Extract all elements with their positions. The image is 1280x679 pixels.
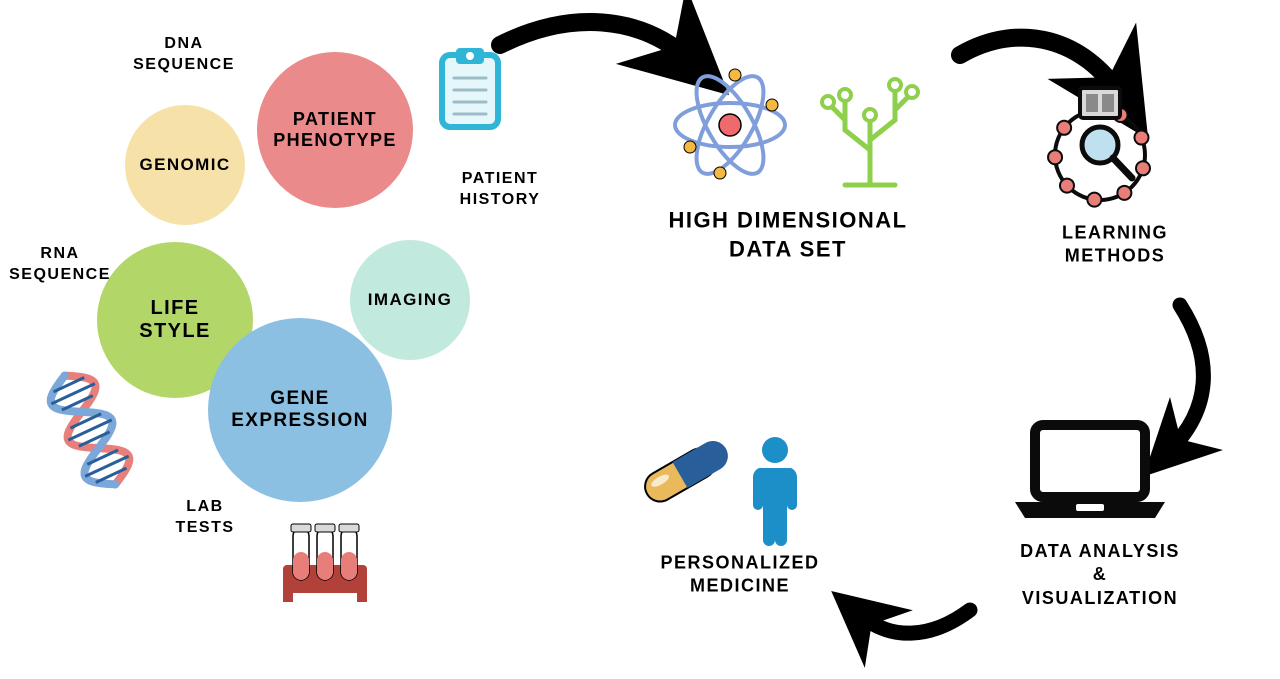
- clipboard-icon: [442, 48, 498, 127]
- flow-arrow: [1170, 305, 1203, 450]
- laptop-icon: [1015, 425, 1165, 518]
- person-icon: [753, 437, 797, 546]
- learning-methods-icon: [1048, 88, 1150, 207]
- test-tubes-icon: [283, 524, 367, 602]
- pill-icon: [640, 436, 734, 507]
- diagram-stage: GenomicPatient phenotypeLife styleImagin…: [0, 0, 1280, 679]
- atom-icon: [675, 66, 785, 183]
- dna-helix-icon: [43, 365, 137, 494]
- flow-arrow: [860, 610, 970, 633]
- circuit-tree-icon: [822, 79, 918, 185]
- overlay-svg: [0, 0, 1280, 679]
- flow-arrow: [500, 22, 690, 60]
